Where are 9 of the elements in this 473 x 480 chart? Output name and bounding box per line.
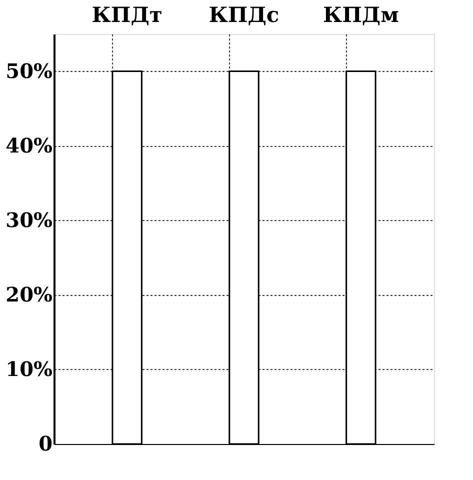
x-tick-label: КПДс bbox=[208, 2, 280, 27]
y-tick-label: 20% bbox=[6, 282, 52, 306]
y-tick-label: 30% bbox=[6, 208, 52, 232]
x-tick-label: КПДм bbox=[322, 2, 399, 27]
y-tick-label: 0 bbox=[38, 432, 52, 456]
y-tick-label: 40% bbox=[6, 133, 52, 158]
y-tick-label: 50% bbox=[6, 58, 52, 83]
x-tick-label: КПДт bbox=[92, 2, 162, 27]
y-tick-label: 10% bbox=[6, 356, 52, 381]
